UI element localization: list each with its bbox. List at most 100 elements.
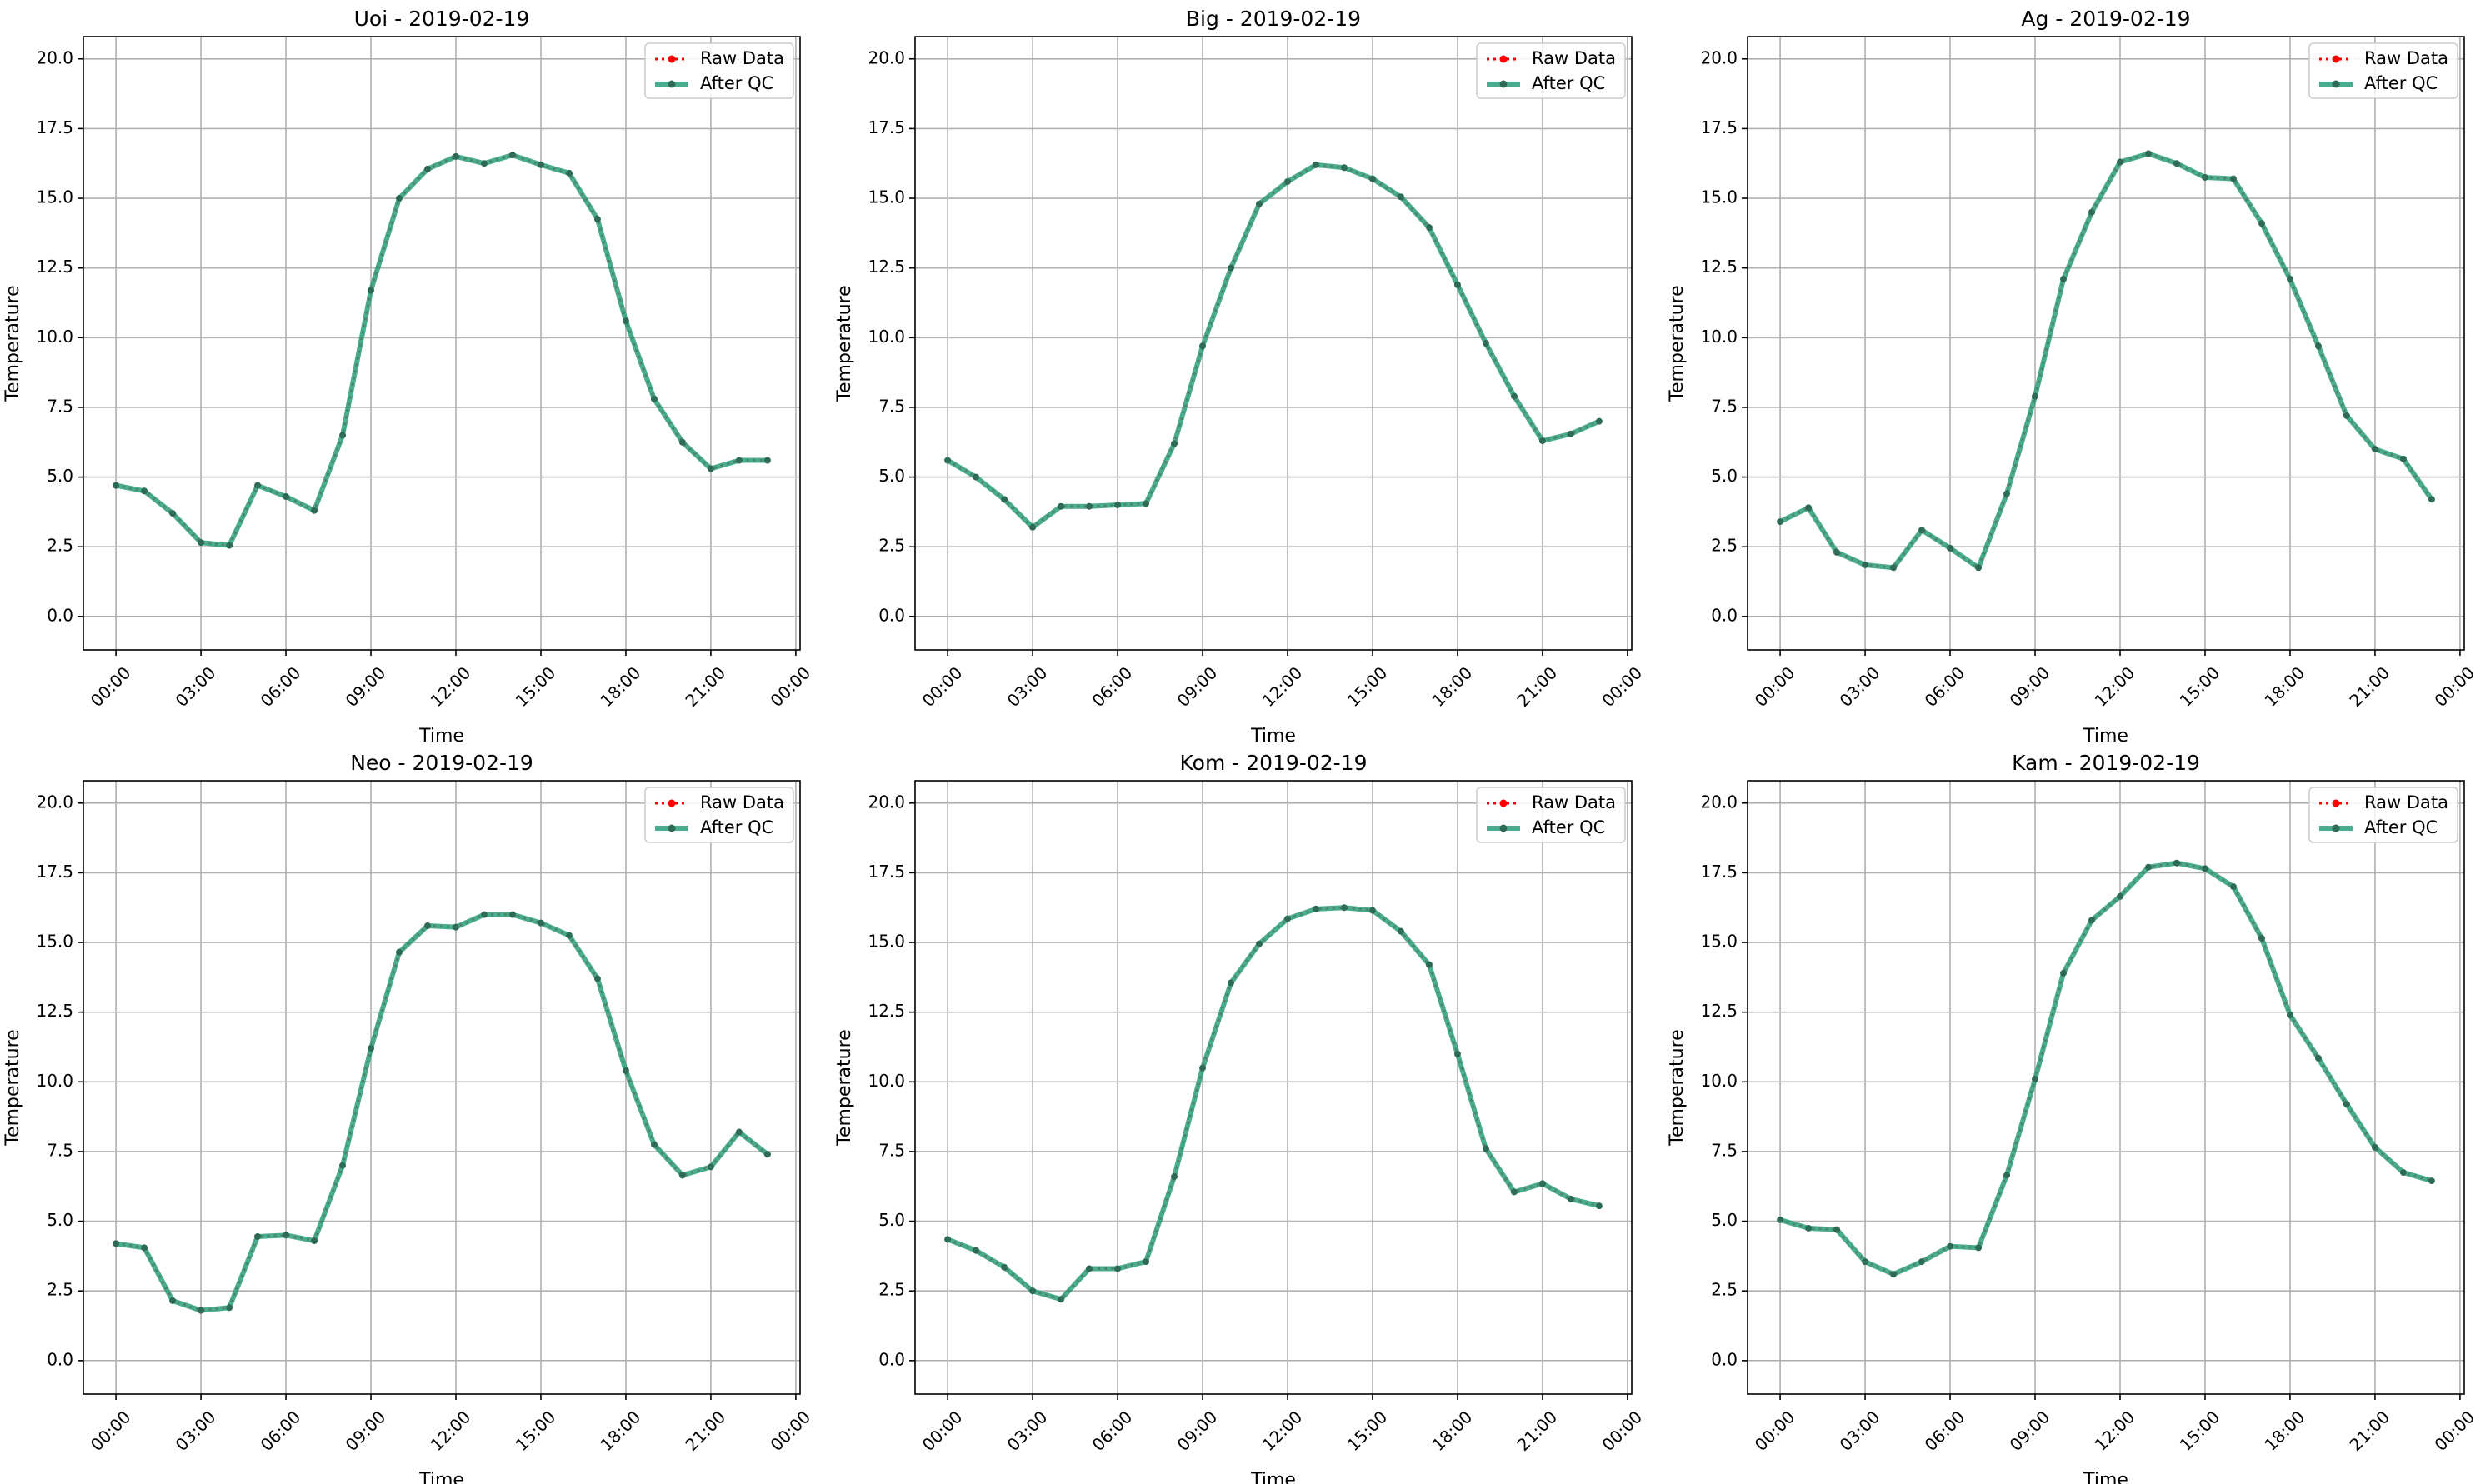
after-qc-point (1833, 1226, 1841, 1233)
after-qc-point (1001, 1263, 1008, 1271)
after-qc-point (1482, 340, 1489, 347)
series-after-qc-line (946, 162, 1601, 530)
after-qc-point (1805, 1224, 1813, 1232)
x-axis-label: Time (1250, 1470, 1296, 1484)
y-tick-label: 0.0 (47, 605, 73, 625)
after-qc-point (254, 482, 262, 489)
x-tick-label: 21:00 (1513, 662, 1561, 711)
y-tick-label: 17.5 (36, 862, 73, 882)
y-tick-label: 7.5 (1711, 1140, 1738, 1160)
y-axis-label: Temperature (3, 285, 23, 402)
after-qc-point (1510, 1188, 1518, 1196)
after-qc-point (2343, 412, 2350, 419)
after-qc-point (763, 457, 771, 464)
y-tick-label: 10.0 (1700, 1071, 1738, 1091)
after-qc-point (113, 1240, 120, 1247)
x-tick-label: 15:00 (2176, 1407, 2224, 1455)
x-tick-label: 00:00 (1598, 662, 1646, 711)
after-qc-point (226, 1304, 233, 1312)
after-qc-point (2258, 220, 2265, 227)
after-qc-point (2173, 160, 2180, 167)
legend-raw-label: Raw Data (1532, 792, 1616, 812)
after-qc-point (1453, 1050, 1461, 1057)
y-tick-label: 20.0 (868, 47, 905, 67)
subplot-6: 00:00 03:00 06:00 09:00 12:00 15:00 18:00 21:00… (1667, 751, 2478, 1484)
after-qc-point (1114, 1265, 1122, 1272)
after-qc-point (2144, 150, 2152, 157)
after-qc-point (2428, 1177, 2435, 1185)
after-qc-point (2201, 173, 2208, 181)
subplot-title: Ag - 2019-02-19 (2021, 7, 2190, 31)
after-qc-point (1425, 961, 1433, 968)
after-qc-point (944, 457, 952, 464)
y-tick-label: 5.0 (878, 466, 905, 486)
series-raw-data-line (1779, 152, 2433, 570)
subplot-2: 00:00 03:00 06:00 09:00 12:00 15:00 18:00 21:00… (834, 7, 1646, 747)
after-qc-point (2116, 892, 2123, 900)
after-qc-point (2286, 1012, 2293, 1019)
y-tick-label: 0.0 (878, 1349, 905, 1369)
y-tick-label: 12.5 (1700, 1001, 1738, 1021)
legend-raw-marker (668, 799, 676, 807)
x-tick-label: 18:00 (1428, 662, 1477, 711)
x-tick-label: 12:00 (1258, 1407, 1307, 1455)
x-tick-label: 09:00 (342, 1407, 390, 1455)
x-tick-label: 00:00 (1751, 1407, 1799, 1455)
x-tick-label: 00:00 (1598, 1407, 1646, 1455)
y-tick-label: 2.5 (878, 536, 905, 556)
y-tick-label: 20.0 (36, 792, 73, 812)
y-tick-label: 17.5 (36, 117, 73, 137)
legend-qc-label: After QC (2364, 817, 2438, 837)
after-qc-point (1312, 905, 1319, 912)
x-tick-label: 03:00 (172, 1407, 220, 1455)
after-qc-point (2371, 1143, 2378, 1151)
x-tick-label: 15:00 (1343, 662, 1392, 711)
y-tick-label: 7.5 (47, 1140, 73, 1160)
x-axis-label: Time (418, 1470, 464, 1484)
legend-raw-marker (668, 55, 676, 63)
after-qc-point (1567, 1195, 1574, 1202)
after-qc-point (1975, 1244, 1983, 1252)
x-tick-label: 00:00 (766, 1407, 814, 1455)
after-qc-point (1833, 548, 1841, 556)
after-qc-point (368, 1045, 375, 1052)
after-qc-point (311, 507, 318, 514)
y-tick-label: 20.0 (868, 792, 905, 812)
axes-frame (914, 780, 1633, 1395)
after-qc-point (1283, 177, 1291, 185)
subplot-title: Kom - 2019-02-19 (1180, 751, 1368, 775)
after-qc-point (2229, 883, 2237, 891)
after-qc-point (1029, 1287, 1037, 1295)
legend-qc-marker (1499, 824, 1508, 832)
y-tick-label: 2.5 (878, 1280, 905, 1300)
x-tick-label: 12:00 (2091, 1407, 2139, 1455)
legend-raw-marker (1499, 799, 1508, 807)
after-qc-point (452, 923, 459, 931)
after-qc-point (2003, 1172, 2011, 1179)
x-tick-label: 09:00 (2006, 662, 2054, 711)
series-after-qc-line (1778, 151, 2434, 571)
y-tick-label: 15.0 (868, 187, 905, 207)
after-qc-point (2201, 865, 2208, 872)
x-tick-label: 06:00 (257, 1407, 305, 1455)
after-qc-point (1918, 1258, 1926, 1266)
after-qc-point (339, 1162, 347, 1169)
y-tick-label: 5.0 (1711, 466, 1738, 486)
after-qc-point (2286, 276, 2293, 283)
y-tick-label: 17.5 (868, 117, 905, 137)
after-qc-point (1947, 1242, 1954, 1250)
after-qc-point (1862, 561, 1869, 568)
after-qc-point (1086, 1265, 1093, 1272)
x-axis-label: Time (2083, 726, 2128, 747)
after-qc-point (311, 1237, 318, 1244)
series-after-qc-line (115, 912, 769, 1313)
subplot-title: Kam - 2019-02-19 (2012, 751, 2200, 775)
after-qc-point (480, 911, 488, 918)
after-qc-point (1171, 1173, 1178, 1181)
after-qc-point (565, 169, 573, 177)
x-tick-label: 00:00 (1751, 662, 1799, 711)
y-tick-label: 2.5 (1711, 536, 1738, 556)
after-qc-point (2032, 392, 2039, 400)
after-qc-point (396, 195, 403, 202)
after-qc-point (1595, 417, 1603, 425)
